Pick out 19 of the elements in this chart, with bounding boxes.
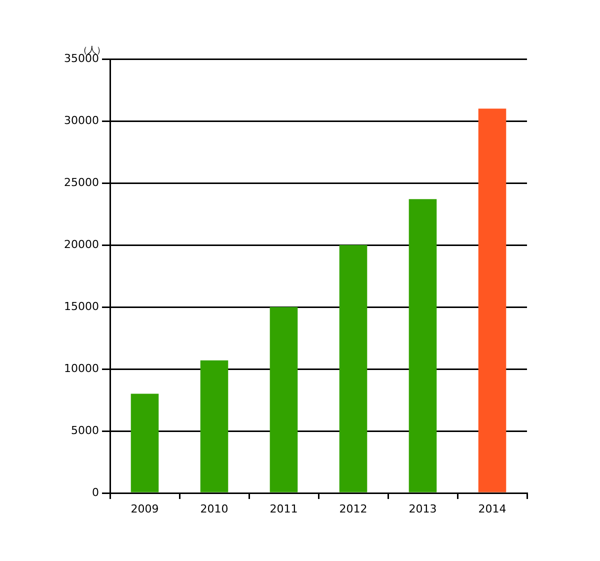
y-tick-label: 5000	[71, 424, 99, 437]
bar	[478, 108, 506, 492]
x-tick-label: 2012	[339, 502, 368, 516]
bar	[130, 394, 159, 492]
y-tick-label: 10000	[64, 362, 99, 375]
y-tick-label: 15000	[64, 300, 99, 313]
x-tick-label: 2011	[270, 502, 298, 516]
x-tick-label: 2009	[130, 502, 159, 516]
bar	[200, 360, 228, 492]
x-tick-label: 2010	[200, 502, 228, 516]
x-tick-label: 2014	[478, 502, 506, 516]
y-tick-label: 0	[92, 486, 99, 499]
bar	[408, 199, 437, 492]
bar	[270, 307, 298, 492]
y-tick-label: 25000	[64, 176, 99, 189]
x-tick-label: 2013	[408, 502, 437, 516]
y-tick-label: 20000	[64, 238, 99, 251]
bar	[339, 245, 368, 492]
y-tick-label: 30000	[64, 114, 99, 127]
